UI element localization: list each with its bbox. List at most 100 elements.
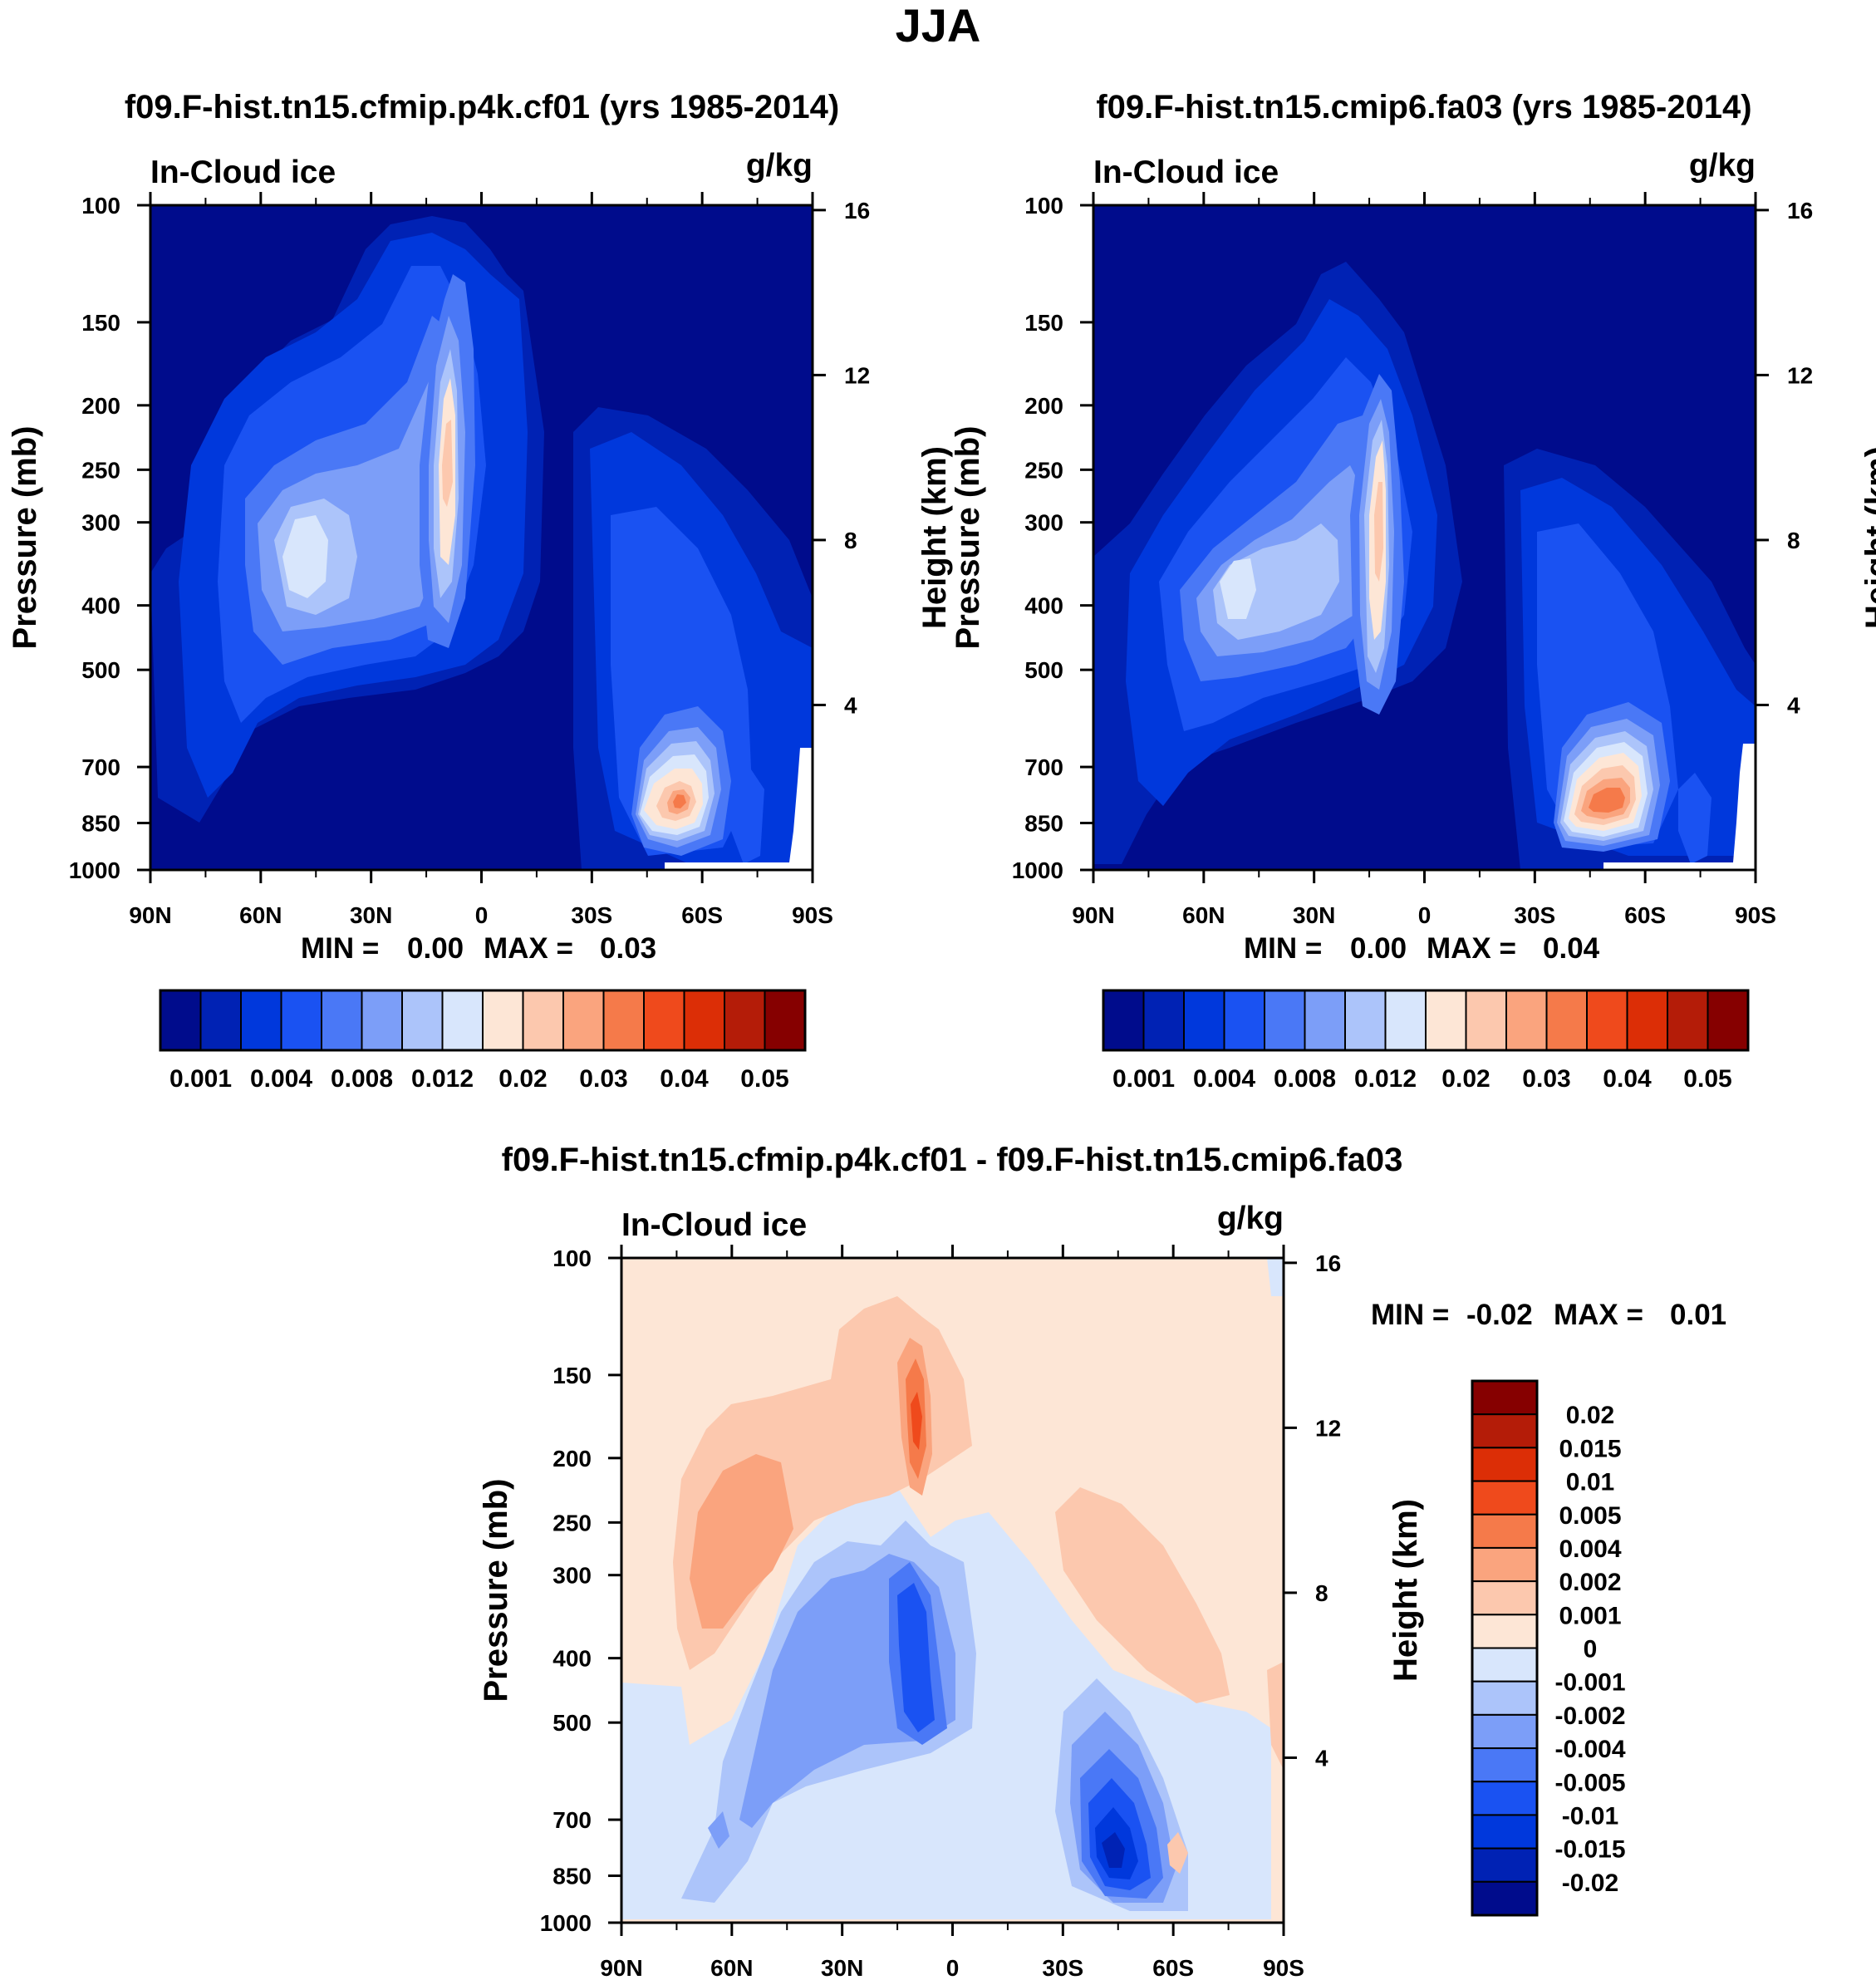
y2-tick-label: 12 xyxy=(844,362,870,388)
panel-1-stats-min-label: MIN = xyxy=(301,932,379,965)
contour-pos1b xyxy=(1055,1487,1230,1703)
x-tick-label: 0 xyxy=(475,902,489,928)
x-tick-label: 90S xyxy=(792,902,833,928)
colorbar-swatch xyxy=(1471,1513,1538,1549)
x-tick-label: 60N xyxy=(1182,902,1225,928)
colorbar-frame xyxy=(1471,1379,1539,1917)
y2-tick-label: 12 xyxy=(1315,1415,1341,1441)
colorbar-swatch xyxy=(482,990,524,1051)
panel-3-axes: 90N 60N 30N 0 30S 60S 90S 100 150 200 250 300 400 500… xyxy=(478,1245,1424,1980)
y2-tick-label: 12 xyxy=(1787,362,1813,388)
panel-3-stats-max: 0.01 xyxy=(1670,1299,1726,1331)
colorbar-swatch xyxy=(1142,990,1185,1051)
colorbar-swatch xyxy=(1384,990,1427,1051)
panel-3-title: f09.F-hist.tn15.cfmip.p4k.cf01 - f09.F-h… xyxy=(502,1142,1403,1178)
colorbar-label: 0.004 xyxy=(250,1065,312,1093)
x-tick-label: 30S xyxy=(1514,902,1555,928)
x-tick-label: 30S xyxy=(1042,1955,1083,1980)
colorbar-swatch xyxy=(1103,990,1145,1051)
colorbar-swatch xyxy=(280,990,322,1051)
panel-3-colorbar: 0.02 0.015 0.01 0.005 0.004 0.002 0.001 0 -0.001… xyxy=(1471,1379,1626,1917)
y-tick-label: 400 xyxy=(81,593,120,619)
contour-j5 xyxy=(442,420,453,507)
colorbar-label: 0.008 xyxy=(1274,1065,1336,1093)
colorbar-label: 0.005 xyxy=(1559,1502,1621,1530)
y2-tick-label: 4 xyxy=(844,692,857,718)
x-tick-label: 90S xyxy=(1263,1955,1304,1980)
colorbar-label: -0.004 xyxy=(1554,1736,1625,1763)
y2-tick-label: 16 xyxy=(1315,1250,1341,1276)
y-tick-label: 850 xyxy=(81,811,120,837)
panel-3-stats-min: -0.02 xyxy=(1466,1299,1533,1331)
y-tick-label: 150 xyxy=(552,1363,592,1388)
y-tick-label: 100 xyxy=(81,193,120,219)
page-title: JJA xyxy=(896,0,981,52)
x-tick-label: 0 xyxy=(1418,902,1432,928)
y-axis-label: Pressure (mb) xyxy=(7,426,43,650)
colorbar-swatch xyxy=(764,990,806,1051)
y-tick-label: 150 xyxy=(1024,310,1063,336)
y-tick-label: 100 xyxy=(552,1245,592,1271)
x-tick-label: 90N xyxy=(129,902,171,928)
y-tick-label: 200 xyxy=(81,393,120,419)
panel-1-stats-max: 0.03 xyxy=(600,932,656,965)
y-tick-label: 400 xyxy=(552,1646,592,1672)
y-tick-label: 300 xyxy=(552,1563,592,1589)
panel-3-field xyxy=(621,1258,1284,1923)
colorbar-label: 0.04 xyxy=(660,1065,709,1093)
y-axis-label: Pressure (mb) xyxy=(950,426,986,650)
colorbar-label: 0.02 xyxy=(498,1065,547,1093)
colorbar-label: 0.001 xyxy=(169,1065,232,1093)
contour-neg2c xyxy=(708,1811,729,1849)
colorbar-swatch xyxy=(1545,990,1588,1051)
colorbar-label: 0.012 xyxy=(411,1065,474,1093)
colorbar-swatch xyxy=(1471,1680,1538,1716)
colorbar-swatch xyxy=(1471,1413,1538,1449)
colorbar-swatch xyxy=(1471,1480,1538,1516)
y2-tick-label: 8 xyxy=(844,528,857,553)
colorbar-swatch xyxy=(321,990,363,1051)
y-tick-label: 700 xyxy=(81,754,120,780)
y-axis-label: Pressure (mb) xyxy=(478,1479,514,1702)
colorbar-swatch xyxy=(522,990,564,1051)
colorbar-swatch xyxy=(1505,990,1548,1051)
colorbar-swatch xyxy=(1471,1546,1538,1583)
colorbar-label: -0.02 xyxy=(1562,1869,1618,1897)
y2-tick-label: 4 xyxy=(1787,692,1800,718)
y-tick-label: 850 xyxy=(552,1864,592,1889)
colorbar-swatch xyxy=(1425,990,1467,1051)
colorbar-swatch xyxy=(361,990,403,1051)
colorbar-label: 0.03 xyxy=(1522,1065,1570,1093)
y-tick-label: 850 xyxy=(1024,811,1063,837)
colorbar-swatch xyxy=(401,990,444,1051)
contour-j5 xyxy=(1374,482,1383,582)
missing-data-1 xyxy=(665,748,813,870)
y-tick-label: 100 xyxy=(1024,193,1063,219)
y2-axis-label: Height (km) xyxy=(1387,1499,1424,1682)
colorbar-label: 0.015 xyxy=(1559,1435,1621,1462)
colorbar-swatch xyxy=(1586,990,1628,1051)
colorbar-swatch xyxy=(1471,1380,1538,1416)
colorbar-swatch xyxy=(441,990,484,1051)
colorbar-swatch xyxy=(1465,990,1507,1051)
panel-2-field xyxy=(1093,205,1756,870)
colorbar-label: 0.008 xyxy=(331,1065,393,1093)
colorbar-frame xyxy=(159,989,807,1052)
y2-tick-label: 16 xyxy=(1787,198,1813,224)
colorbar-swatch xyxy=(724,990,766,1051)
colorbar-label: -0.002 xyxy=(1554,1702,1625,1730)
panel-3-stats-min-label: MIN = xyxy=(1371,1299,1449,1331)
colorbar-label: 0.01 xyxy=(1566,1469,1614,1496)
colorbar-label: -0.01 xyxy=(1562,1802,1618,1830)
panel-2: f09.F-hist.tn15.cmip6.fa03 (yrs 1985-201… xyxy=(950,89,1876,928)
colorbar-frame xyxy=(1102,989,1750,1052)
panel-1-axes: 90N 60N 30N 0 30S 60S 90S 100 150 200 250 300 400 500… xyxy=(7,192,953,928)
missing-data-2 xyxy=(1603,744,1756,870)
y-tick-label: 300 xyxy=(1024,510,1063,536)
colorbar-label: 0.03 xyxy=(579,1065,627,1093)
panel-1-units: g/kg xyxy=(746,148,813,184)
x-tick-label: 60S xyxy=(681,902,723,928)
y-tick-label: 1000 xyxy=(69,857,120,883)
colorbar-swatch xyxy=(1471,1580,1538,1616)
